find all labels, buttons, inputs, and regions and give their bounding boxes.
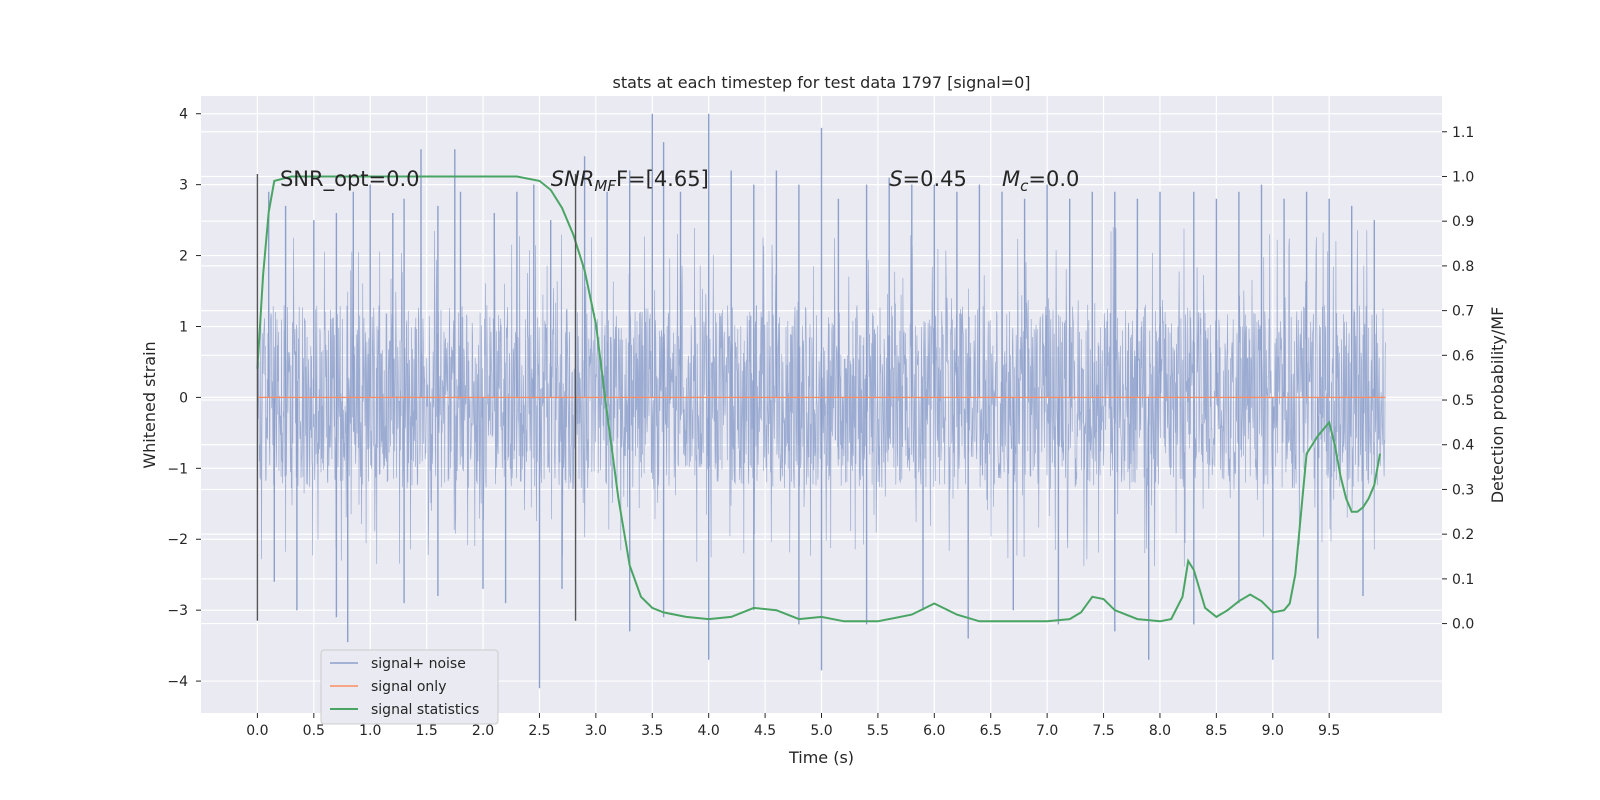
x-tick-label: 4.0	[698, 723, 720, 739]
x-tick-label: 3.5	[641, 723, 663, 739]
signal-noise-series	[257, 113, 1386, 689]
y-tick-label-right: 0.5	[1452, 393, 1474, 409]
annotation-1: SNRMFF=[4.65]	[551, 167, 709, 195]
y-tick-label-right: 0.1	[1452, 572, 1474, 588]
vertical-markers	[256, 174, 577, 621]
y-axis-label-left: Whitened strain	[140, 341, 159, 468]
x-tick-label: 4.5	[754, 723, 776, 739]
x-tick-label: 7.5	[1092, 723, 1114, 739]
y-tick-label-left: −4	[167, 674, 188, 690]
y-tick-label-right: 0.8	[1452, 259, 1474, 275]
x-tick-label: 6.0	[923, 723, 945, 739]
y-tick-label-left: 4	[179, 107, 188, 123]
annotation-2: S=0.45	[889, 167, 967, 191]
legend-label-signal-only: signal only	[371, 679, 446, 695]
x-axis-label: Time (s)	[788, 748, 854, 767]
y-tick-label-left: −2	[167, 532, 188, 548]
y-tick-label-right: 0.6	[1452, 348, 1474, 364]
x-tick-label: 1.5	[416, 723, 438, 739]
y-tick-label-left: 2	[179, 249, 188, 265]
line-series	[256, 175, 1386, 623]
y-tick-label-left: 3	[179, 178, 188, 194]
ticks: 0.0 0.5 1.0 1.5 2.0 2.5 3.0 3.5 4.0 4.5 5.0 5.5 6.0 6…	[167, 107, 1474, 739]
y-tick-label-right: 0.2	[1452, 527, 1474, 543]
legend: signal+ noise signal only signal statist…	[320, 649, 499, 725]
x-tick-label: 3.0	[585, 723, 607, 739]
y-tick-label-left: −3	[167, 603, 188, 619]
y-tick-label-left: −1	[167, 461, 188, 477]
x-tick-label: 0.5	[303, 723, 325, 739]
y-tick-label-left: 1	[179, 319, 188, 335]
x-tick-label: 8.5	[1205, 723, 1227, 739]
y-tick-label-right: 1.0	[1452, 169, 1474, 185]
chart-title: stats at each timestep for test data 179…	[612, 73, 1030, 92]
x-tick-label: 9.5	[1318, 723, 1340, 739]
x-tick-label: 5.0	[810, 723, 832, 739]
x-tick-label: 0.0	[246, 723, 268, 739]
y-tick-label-right: 0.0	[1452, 617, 1474, 633]
signal-statistics-line	[256, 175, 1381, 623]
x-tick-label: 2.0	[472, 723, 494, 739]
x-tick-label: 1.0	[359, 723, 381, 739]
x-tick-label: 7.0	[1036, 723, 1058, 739]
annotation-0: SNR_opt=0.0	[280, 167, 420, 192]
signal-noise-spikes	[268, 113, 1375, 689]
annotations: SNR_opt=0.0 SNRMFF=[4.65] S=0.45 Mc=0.0	[280, 167, 1079, 195]
legend-label-signal-statistics: signal statistics	[371, 702, 479, 718]
x-tick-label: 2.5	[528, 723, 550, 739]
y-axis-label-right: Detection probability/MF	[1488, 307, 1507, 504]
x-tick-label: 8.0	[1149, 723, 1171, 739]
y-tick-label-right: 0.9	[1452, 214, 1474, 230]
x-tick-label: 9.0	[1262, 723, 1284, 739]
legend-box	[320, 649, 499, 725]
x-tick-label: 6.5	[980, 723, 1002, 739]
y-tick-label-right: 1.1	[1452, 125, 1474, 141]
y-tick-label-right: 0.4	[1452, 438, 1474, 454]
y-tick-label-right: 0.7	[1452, 304, 1474, 320]
x-tick-label: 5.5	[867, 723, 889, 739]
y-tick-label-right: 0.3	[1452, 482, 1474, 498]
legend-label-signal-noise: signal+ noise	[371, 656, 466, 672]
y-tick-label-left: 0	[179, 390, 188, 406]
annotation-3: Mc=0.0	[1002, 167, 1079, 195]
